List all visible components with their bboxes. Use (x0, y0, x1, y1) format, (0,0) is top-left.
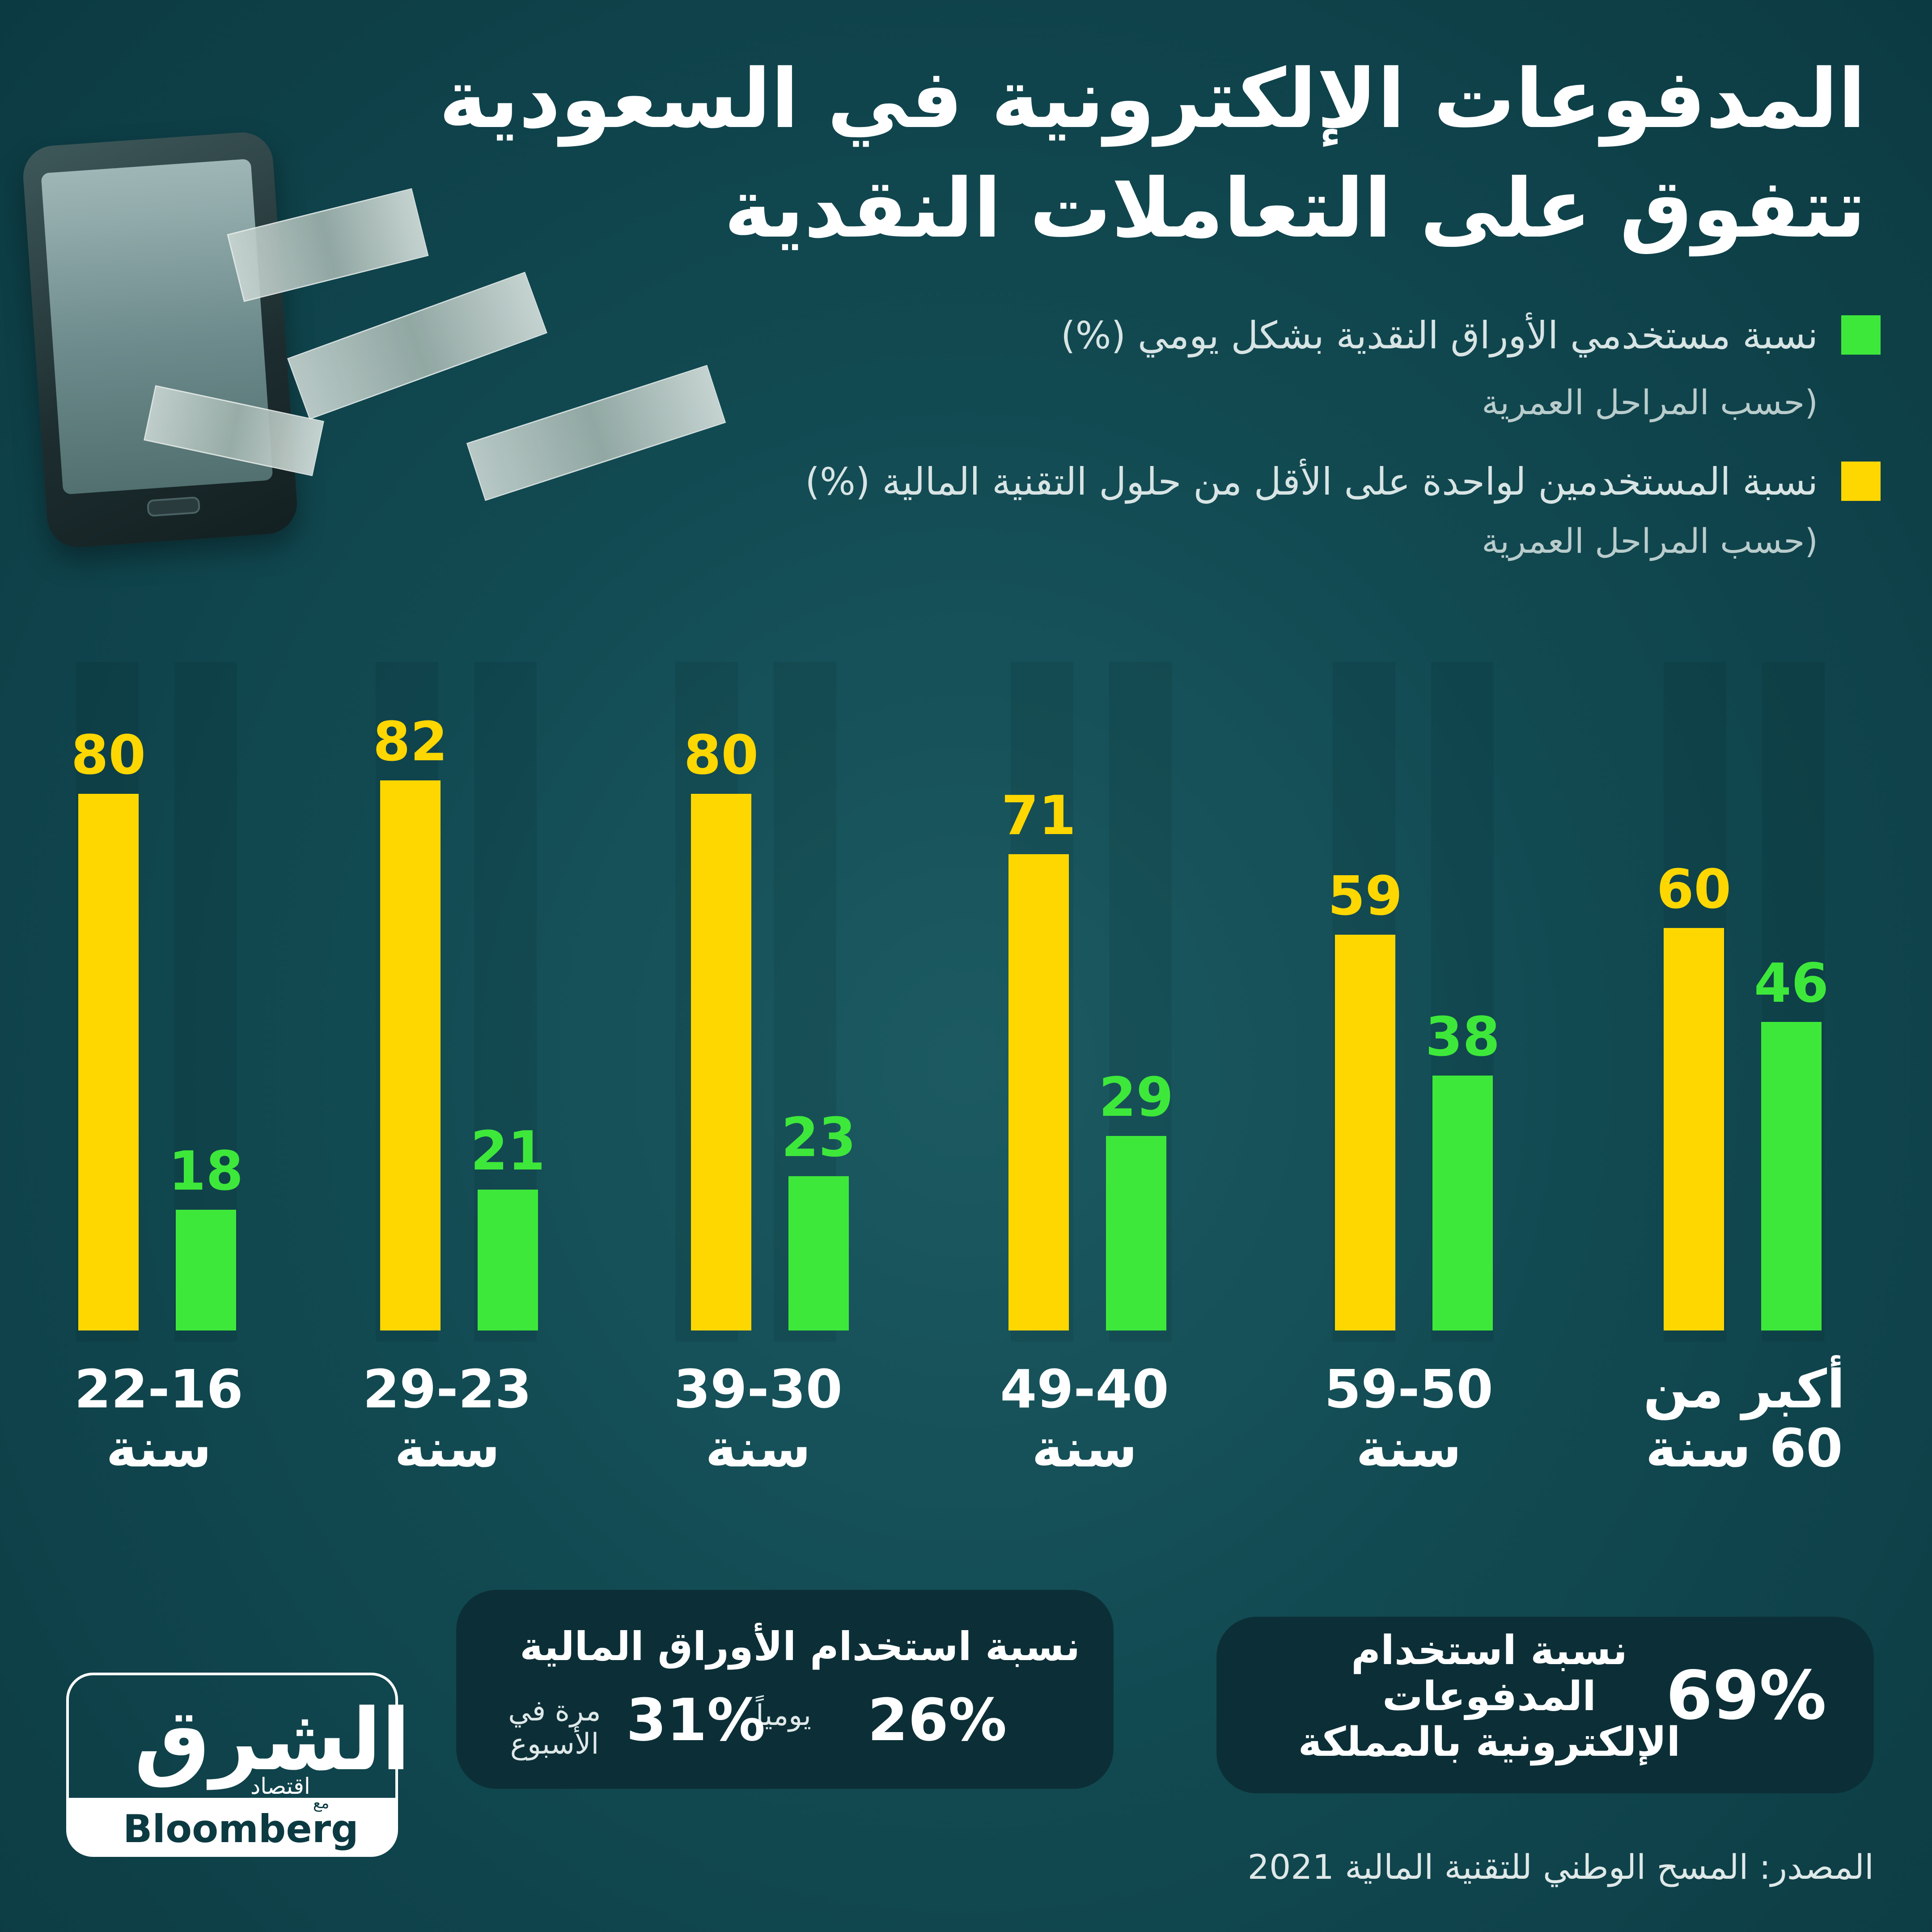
data-label-cash: 46 (1754, 953, 1829, 1015)
category-label: 22-16 سنة (74, 1358, 243, 1479)
logo-with: مع (313, 1794, 330, 1812)
bar-cash (1106, 1136, 1166, 1330)
category-label: أكبر من 60 سنة (1643, 1358, 1845, 1479)
weekly-cash-label: مرة في الأسبوع (508, 1695, 601, 1761)
bar-fintech (78, 794, 139, 1330)
bar-fintech (1664, 928, 1724, 1330)
data-label-fintech: 80 (684, 724, 758, 787)
logo-bottom-band (66, 1798, 398, 1854)
data-label-cash: 38 (1425, 1006, 1500, 1068)
asharq-logo-sub: اقتصاد (250, 1773, 310, 1799)
bar-cash (1432, 1076, 1493, 1330)
bloomberg-logo: Bloomberg (123, 1807, 359, 1852)
bar-fintech (380, 780, 441, 1330)
epayment-percent: 69% (1666, 1657, 1827, 1735)
data-label-fintech: 82 (373, 711, 448, 773)
legend-label-cash: نسبة مستخدمي الأوراق النقدية بشكل يومي (… (1060, 314, 1818, 357)
bar-fintech (1335, 935, 1395, 1330)
data-label-fintech: 59 (1328, 865, 1402, 928)
weekly-cash-percent: 31% (626, 1686, 766, 1754)
bar-cash (1761, 1022, 1822, 1330)
bar-fintech (691, 794, 751, 1330)
source-note: المصدر: المسح الوطني للتقنية المالية 202… (1247, 1847, 1874, 1887)
data-label-cash: 23 (781, 1107, 856, 1169)
bar-cash (788, 1176, 849, 1330)
bar-cash (478, 1190, 538, 1330)
data-label-cash: 18 (169, 1140, 243, 1203)
logo-frame (66, 1673, 398, 1857)
legend-swatch-cash (1841, 315, 1881, 355)
epayment-stat-box (1216, 1617, 1874, 1793)
category-label: 39-30 سنة (674, 1358, 843, 1479)
epayment-label: نسبة استخدام المدفوعات الإلكترونية بالمم… (1298, 1627, 1681, 1766)
asharq-logo: الشرق (134, 1690, 411, 1789)
data-label-cash: 21 (470, 1120, 545, 1182)
chart-title-line2: تتفوق على التعاملات النقدية (724, 161, 1866, 256)
chart-title-line1: المدفوعات الإلكترونية في السعودية (439, 51, 1866, 146)
bar-cash (176, 1210, 236, 1330)
category-label: 29-23 سنة (363, 1358, 532, 1479)
legend-sublabel-cash: (حسب المراحل العمرية (1482, 382, 1818, 422)
data-label-fintech: 80 (71, 724, 146, 787)
data-label-fintech: 60 (1657, 859, 1731, 921)
cash-usage-heading: نسبة استخدام الأوراق المالية (520, 1623, 1080, 1669)
data-label-cash: 29 (1099, 1067, 1174, 1129)
cash-usage-stat-box (456, 1590, 1114, 1789)
legend-sublabel-fintech: (حسب المراحل العمرية (1482, 521, 1818, 561)
category-label: 49-40 سنة (1000, 1358, 1169, 1479)
daily-cash-label: يومياً (756, 1699, 811, 1732)
bar-fintech (1008, 854, 1069, 1330)
category-label: 59-50 سنة (1324, 1358, 1493, 1479)
legend-label-fintech: نسبة المستخدمين لواحدة على الأقل من حلول… (805, 460, 1818, 504)
data-label-fintech: 71 (1001, 785, 1076, 847)
daily-cash-percent: 26% (868, 1686, 1007, 1754)
legend-swatch-fintech (1841, 462, 1881, 501)
